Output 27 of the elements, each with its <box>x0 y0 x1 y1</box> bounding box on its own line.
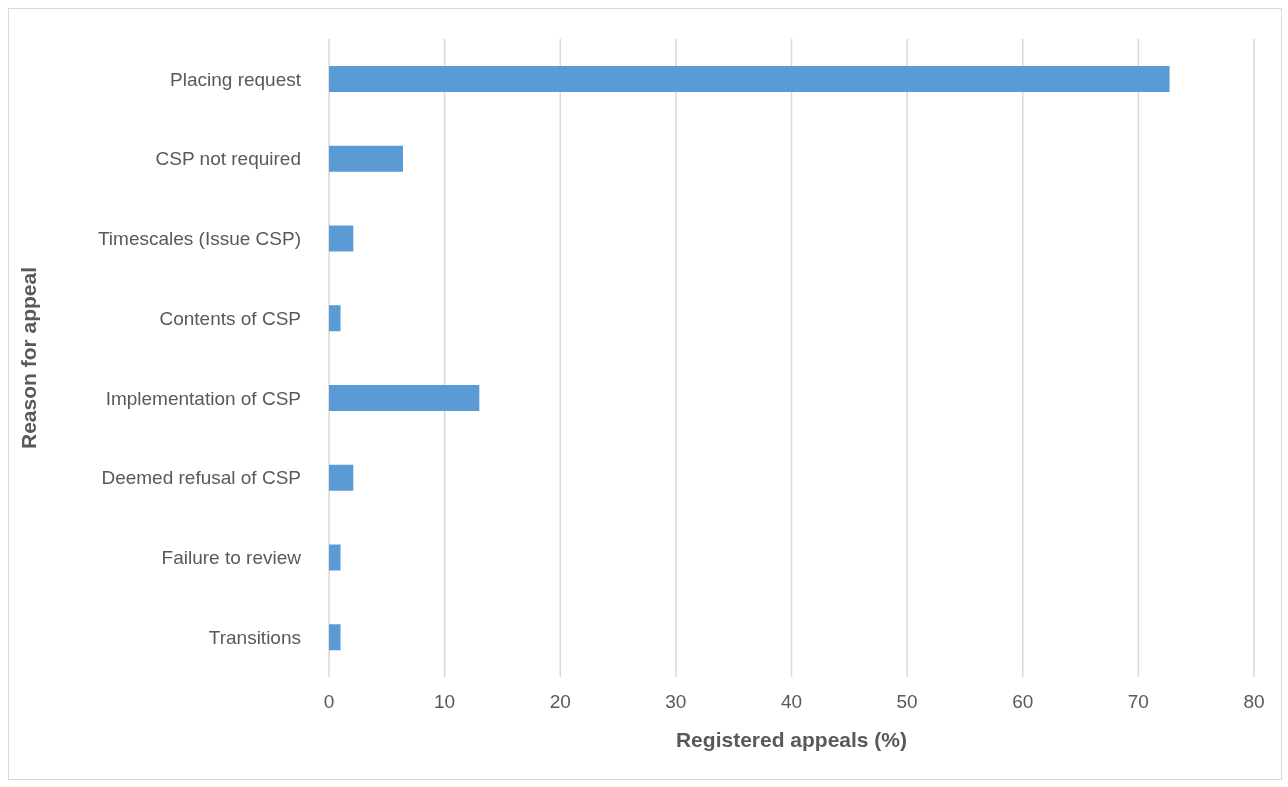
bar <box>329 464 354 491</box>
y-tick-label: Implementation of CSP <box>105 387 301 409</box>
y-tick-label: Placing request <box>170 68 302 90</box>
x-tick-label: 60 <box>1012 691 1034 713</box>
x-tick-label: 20 <box>549 691 571 713</box>
y-tick-label: Timescales (Issue CSP) <box>97 228 301 250</box>
y-tick-label: Contents of CSP <box>159 307 301 329</box>
bar <box>329 624 341 651</box>
bar <box>329 145 403 172</box>
y-tick-label: Failure to review <box>161 547 302 569</box>
y-axis-title: Reason for appeal <box>17 266 41 450</box>
x-axis-title: Registered appeals (%) <box>675 728 908 751</box>
bar <box>329 544 341 571</box>
x-tick-label: 0 <box>323 691 335 713</box>
x-tick-label: 10 <box>434 691 456 713</box>
bar <box>329 385 480 411</box>
x-tick-label: 30 <box>665 691 687 713</box>
y-tick-label: CSP not required <box>155 148 301 170</box>
x-tick-label: 50 <box>896 691 918 713</box>
x-tick-label: 70 <box>1127 691 1149 713</box>
y-tick-label: Transitions <box>208 626 301 648</box>
bar <box>329 225 354 252</box>
x-tick-label: 40 <box>780 691 803 713</box>
bar <box>329 66 1170 92</box>
x-tick-label: 80 <box>1243 691 1265 713</box>
y-tick-label: Deemed refusal of CSP <box>101 467 301 489</box>
bar <box>329 305 341 332</box>
